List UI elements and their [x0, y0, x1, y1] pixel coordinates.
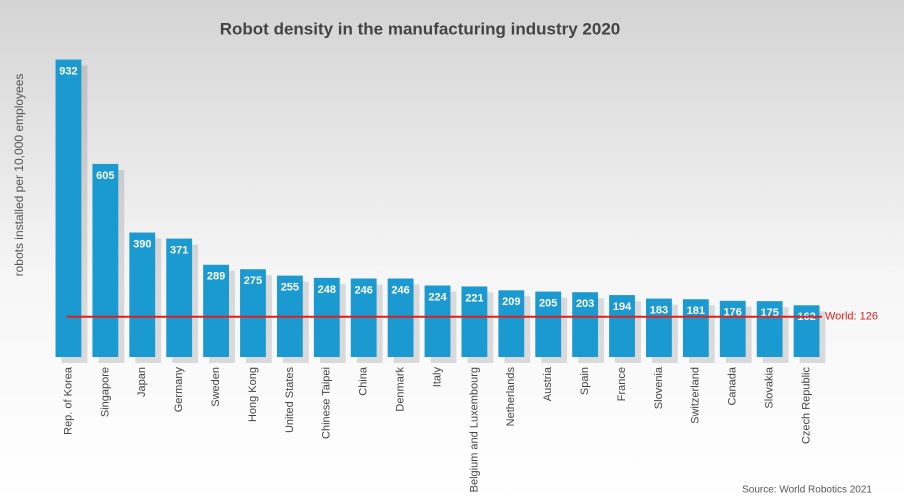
x-tick-label: Slovenia — [653, 366, 665, 409]
bar — [756, 301, 783, 357]
x-tick-label: China — [358, 366, 370, 396]
bar — [203, 264, 229, 357]
y-axis-title: robots installed per 10,000 employees — [12, 74, 26, 277]
value-label: 246 — [391, 284, 409, 296]
bar — [424, 285, 451, 357]
x-tick-label: Austria — [542, 366, 554, 401]
x-tick-label: Rep. of Korea — [62, 366, 74, 435]
reference-label: World: 126 — [825, 311, 878, 323]
value-label: 605 — [96, 170, 114, 182]
chart-title: Robot density in the manufacturing indus… — [220, 19, 621, 38]
value-label: 221 — [465, 292, 483, 304]
value-label: 275 — [244, 275, 262, 287]
value-label: 209 — [502, 296, 520, 308]
x-tick-label: Japan — [136, 367, 148, 397]
x-tick-label: Denmark — [395, 367, 407, 412]
x-tick-label: Italy — [431, 367, 443, 388]
value-label: 203 — [576, 298, 594, 310]
x-tick-label: Belgium and Luxembourg — [468, 367, 480, 492]
value-label: 255 — [281, 282, 299, 294]
x-tick-label: Spain — [579, 367, 591, 395]
value-label: 224 — [428, 291, 447, 303]
value-label: 932 — [59, 65, 77, 77]
bar — [240, 269, 266, 357]
bar — [572, 292, 599, 357]
value-label: 181 — [687, 305, 705, 317]
x-tick-label: Slovakia — [764, 366, 776, 408]
x-tick-label: Hong Kong — [247, 367, 259, 422]
value-label: 248 — [318, 284, 336, 296]
value-label: 183 — [650, 305, 668, 317]
x-tick-label: Germany — [173, 367, 185, 413]
value-label: 390 — [133, 238, 151, 250]
value-label: 194 — [613, 301, 632, 313]
x-tick-label: France — [616, 367, 628, 401]
value-label: 371 — [170, 245, 188, 257]
x-tick-label: Netherlands — [505, 367, 517, 427]
bar — [793, 305, 820, 357]
bar — [129, 232, 156, 357]
x-tick-label: Switzerland — [690, 367, 702, 424]
x-tick-label: Canada — [727, 366, 739, 405]
bar — [461, 286, 488, 357]
bar — [535, 291, 562, 357]
bar — [55, 59, 82, 357]
bar — [498, 290, 525, 357]
x-tick-label: Chinese Taipei — [321, 367, 333, 439]
bar — [646, 298, 672, 357]
bar — [609, 295, 635, 357]
value-label: 205 — [539, 297, 557, 309]
source: Source: World Robotics 2021 — [742, 485, 872, 496]
x-tick-label: Czech Republic — [800, 367, 812, 445]
value-label: 246 — [355, 284, 373, 296]
bar — [166, 238, 193, 357]
x-tick-label: United States — [284, 367, 296, 434]
x-tick-label: Sweden — [210, 367, 222, 407]
bar — [92, 163, 119, 357]
bar — [682, 299, 709, 357]
bar — [719, 300, 746, 357]
value-label: 289 — [207, 271, 225, 283]
x-tick-label: Singapore — [99, 367, 111, 417]
value-label: 176 — [724, 307, 742, 319]
